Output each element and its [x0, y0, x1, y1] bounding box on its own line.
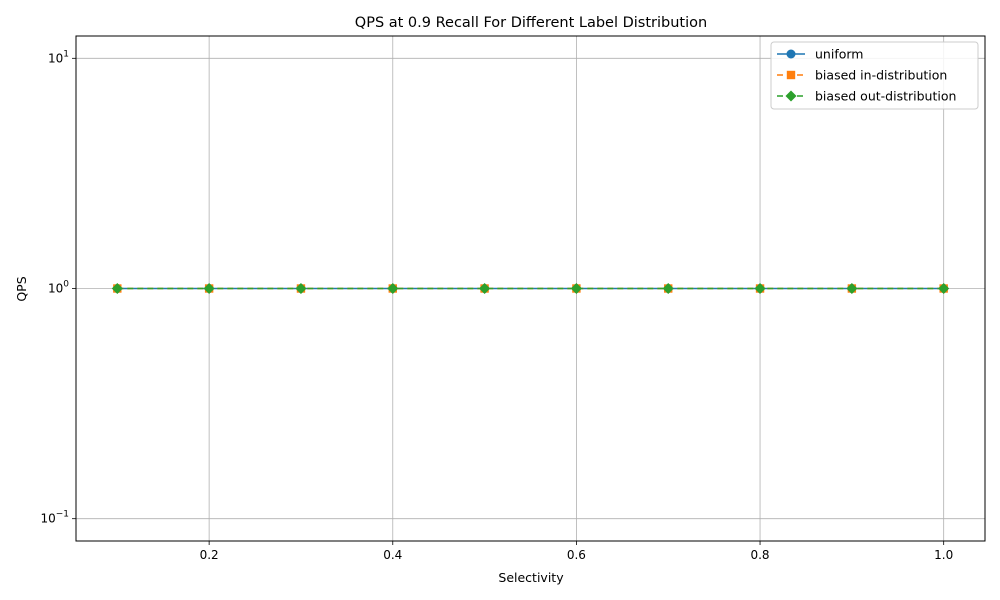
y-tick-exponent: 0: [63, 280, 69, 290]
series-biased-out-distribution: [111, 283, 950, 294]
data-point: [662, 283, 674, 294]
x-axis-ticks: 0.2 0.4 0.6 0.8 1.0: [200, 541, 953, 562]
x-tick-label: 0.4: [383, 548, 402, 562]
chart-title: QPS at 0.9 Recall For Different Label Di…: [355, 15, 707, 31]
legend-entry: biased in-distribution: [815, 68, 947, 83]
data-point: [387, 283, 399, 294]
x-tick-label: 1.0: [934, 548, 953, 562]
legend-entry: uniform: [815, 47, 863, 62]
data-point: [938, 283, 950, 294]
legend-marker: [786, 70, 796, 80]
data-point: [111, 283, 123, 294]
legend-marker: [786, 49, 796, 59]
y-tick-exponent: −1: [56, 510, 69, 520]
series-layer: [111, 283, 950, 294]
y-axis-label: QPS: [14, 276, 29, 301]
legend-marker: [785, 90, 797, 102]
y-tick-label: 10−1: [40, 510, 69, 526]
data-point: [295, 283, 307, 294]
legend: uniform biased in-distribution biased out-…: [770, 41, 979, 110]
legend-entry: biased out-distribution: [815, 89, 956, 104]
data-point: [846, 283, 858, 294]
data-point: [479, 283, 491, 294]
data-point: [754, 283, 766, 294]
x-axis-label: Selectivity: [498, 570, 564, 585]
x-tick-label: 0.2: [200, 548, 219, 562]
y-tick-exponent: 1: [63, 49, 69, 59]
y-tick-base: 10: [48, 51, 63, 65]
y-tick-base: 10: [48, 282, 63, 296]
data-point: [203, 283, 215, 294]
y-tick-base: 10: [40, 512, 55, 526]
y-tick-label: 101: [48, 49, 69, 65]
legend-frame: [770, 41, 979, 110]
x-tick-label: 0.6: [567, 548, 586, 562]
data-point: [570, 283, 582, 294]
x-tick-label: 0.8: [750, 548, 769, 562]
y-tick-label: 100: [48, 280, 69, 296]
